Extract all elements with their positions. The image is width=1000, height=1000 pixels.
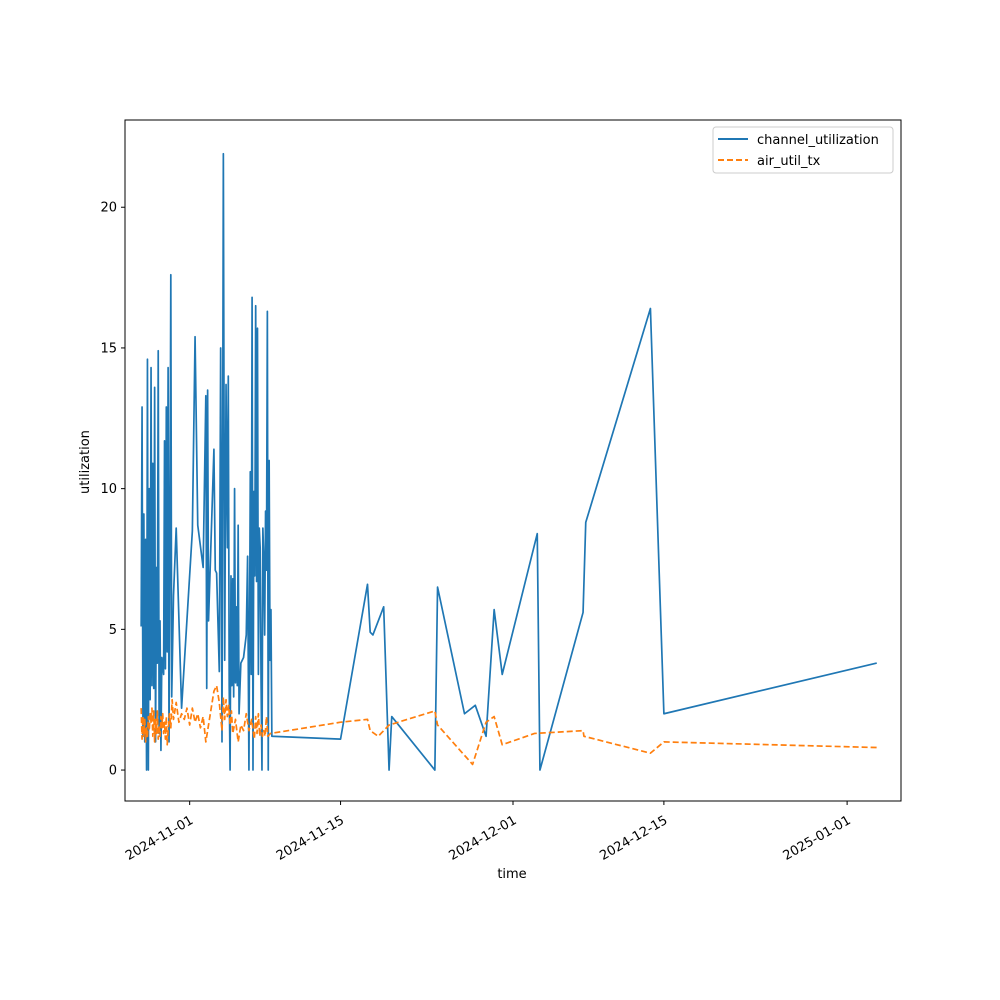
legend-label-air-util-tx: air_util_tx: [757, 154, 821, 169]
series-layer: [140, 152, 877, 771]
y-tick-label: 15: [100, 341, 117, 356]
y-tick-label: 5: [109, 623, 117, 638]
series-line-air-util-tx: [140, 684, 877, 766]
legend: channel_utilization air_util_tx: [712, 126, 894, 174]
legend-box: [712, 126, 894, 174]
x-axis-label: time: [497, 867, 526, 882]
y-tick-label: 10: [100, 482, 117, 497]
plot-frame: [124, 119, 902, 802]
y-axis-label: utilization: [78, 430, 93, 494]
y-tick-label: 20: [100, 201, 117, 216]
y-tick-label: 0: [109, 764, 117, 779]
series-line-channel-utilization: [140, 152, 877, 771]
legend-label-channel-utilization: channel_utilization: [757, 133, 879, 148]
